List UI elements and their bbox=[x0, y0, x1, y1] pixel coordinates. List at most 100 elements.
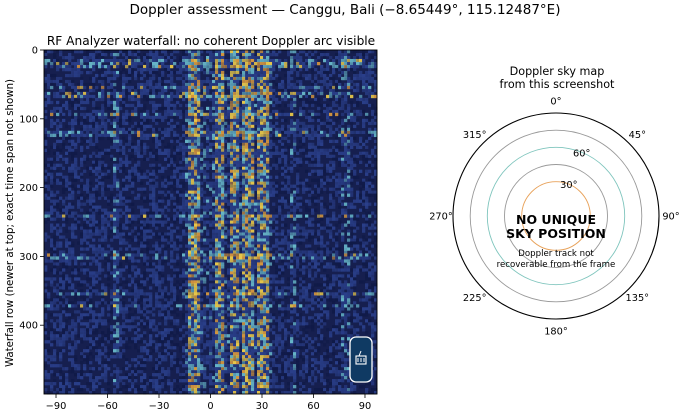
waterfall-cell bbox=[194, 250, 198, 254]
waterfall-cell bbox=[317, 115, 321, 120]
waterfall-cell bbox=[326, 175, 330, 179]
waterfall-cell bbox=[266, 133, 270, 138]
waterfall-cell bbox=[242, 184, 246, 188]
waterfall-cell bbox=[248, 172, 252, 176]
waterfall-cell bbox=[251, 193, 255, 197]
waterfall-cell bbox=[179, 160, 183, 164]
waterfall-cell bbox=[284, 187, 288, 191]
waterfall-cell bbox=[242, 238, 246, 242]
waterfall-cell bbox=[191, 133, 195, 138]
waterfall-cell bbox=[80, 238, 84, 242]
waterfall-cell bbox=[170, 109, 174, 114]
waterfall-cell bbox=[317, 124, 321, 129]
waterfall-cell bbox=[200, 124, 204, 129]
waterfall-cell bbox=[305, 148, 309, 152]
waterfall-cell bbox=[230, 139, 234, 144]
waterfall-cell bbox=[371, 190, 375, 194]
waterfall-cell bbox=[107, 250, 111, 254]
waterfall-cell bbox=[371, 61, 375, 66]
waterfall-cell bbox=[251, 55, 255, 60]
waterfall-cell bbox=[155, 211, 159, 215]
waterfall-cell bbox=[89, 166, 93, 170]
waterfall-cell bbox=[242, 193, 246, 197]
waterfall-cell bbox=[233, 79, 237, 84]
waterfall-cell bbox=[314, 145, 318, 150]
waterfall-cell bbox=[113, 61, 117, 66]
waterfall-cell bbox=[236, 229, 240, 233]
waterfall-cell bbox=[119, 118, 123, 123]
waterfall-cell bbox=[218, 202, 222, 206]
waterfall-cell bbox=[317, 154, 321, 158]
waterfall-cell bbox=[299, 91, 303, 96]
waterfall-cell bbox=[170, 112, 174, 117]
waterfall-cell bbox=[155, 79, 159, 84]
waterfall-cell bbox=[74, 157, 78, 161]
waterfall-cell bbox=[296, 238, 300, 242]
waterfall-cell bbox=[317, 70, 321, 75]
waterfall-cell bbox=[308, 235, 312, 239]
waterfall-cell bbox=[230, 142, 234, 147]
waterfall-cell bbox=[164, 238, 168, 242]
waterfall-cell bbox=[212, 232, 216, 236]
waterfall-cell bbox=[50, 190, 54, 194]
waterfall-cell bbox=[56, 106, 60, 111]
waterfall-cell bbox=[95, 163, 99, 167]
waterfall-cell bbox=[101, 166, 105, 170]
waterfall-cell bbox=[119, 148, 123, 152]
waterfall-cell bbox=[242, 82, 246, 87]
waterfall-cell bbox=[59, 196, 63, 200]
waterfall-cell bbox=[134, 112, 138, 117]
waterfall-cell bbox=[320, 184, 324, 188]
waterfall-cell bbox=[266, 160, 270, 164]
waterfall-cell bbox=[56, 50, 60, 54]
waterfall-cell bbox=[275, 166, 279, 170]
waterfall-cell bbox=[62, 175, 66, 179]
waterfall-cell bbox=[125, 205, 129, 209]
waterfall-cell bbox=[116, 103, 120, 108]
waterfall-cell bbox=[155, 121, 159, 126]
waterfall-cell bbox=[77, 220, 81, 224]
waterfall-cell bbox=[299, 79, 303, 84]
waterfall-cell bbox=[128, 202, 132, 206]
waterfall-cell bbox=[110, 217, 114, 221]
waterfall-cell bbox=[185, 223, 189, 227]
waterfall-cell bbox=[254, 133, 258, 138]
waterfall-cell bbox=[251, 226, 255, 230]
waterfall-cell bbox=[236, 121, 240, 126]
waterfall-cell bbox=[137, 148, 141, 152]
waterfall-cell bbox=[155, 148, 159, 152]
waterfall-cell bbox=[92, 256, 96, 260]
waterfall-cell bbox=[347, 109, 351, 114]
waterfall-cell bbox=[233, 139, 237, 144]
waterfall-cell bbox=[206, 58, 210, 63]
waterfall-cell bbox=[224, 130, 228, 135]
waterfall-cell bbox=[338, 190, 342, 194]
waterfall-cell bbox=[242, 202, 246, 206]
waterfall-cell bbox=[170, 139, 174, 144]
waterfall-cell bbox=[158, 163, 162, 167]
waterfall-cell bbox=[98, 160, 102, 164]
waterfall-cell bbox=[218, 124, 222, 129]
waterfall-cell bbox=[215, 190, 219, 194]
waterfall-cell bbox=[143, 232, 147, 236]
waterfall-cell bbox=[350, 100, 354, 105]
waterfall-cell bbox=[299, 163, 303, 167]
waterfall-cell bbox=[101, 82, 105, 87]
waterfall-cell bbox=[284, 142, 288, 147]
waterfall-cell bbox=[236, 79, 240, 84]
waterfall-cell bbox=[293, 124, 297, 129]
waterfall-cell bbox=[152, 100, 156, 105]
waterfall-cell bbox=[233, 127, 237, 132]
waterfall-cell bbox=[80, 100, 84, 105]
waterfall-cell bbox=[176, 235, 180, 239]
waterfall-cell bbox=[206, 175, 210, 179]
waterfall-cell bbox=[233, 256, 237, 260]
waterfall-cell bbox=[359, 61, 363, 66]
waterfall-cell bbox=[308, 163, 312, 167]
waterfall-cell bbox=[116, 229, 120, 233]
waterfall-cell bbox=[107, 118, 111, 123]
waterfall-cell bbox=[299, 97, 303, 102]
waterfall-cell bbox=[116, 127, 120, 132]
waterfall-cell bbox=[230, 52, 234, 57]
waterfall-cell bbox=[137, 103, 141, 108]
